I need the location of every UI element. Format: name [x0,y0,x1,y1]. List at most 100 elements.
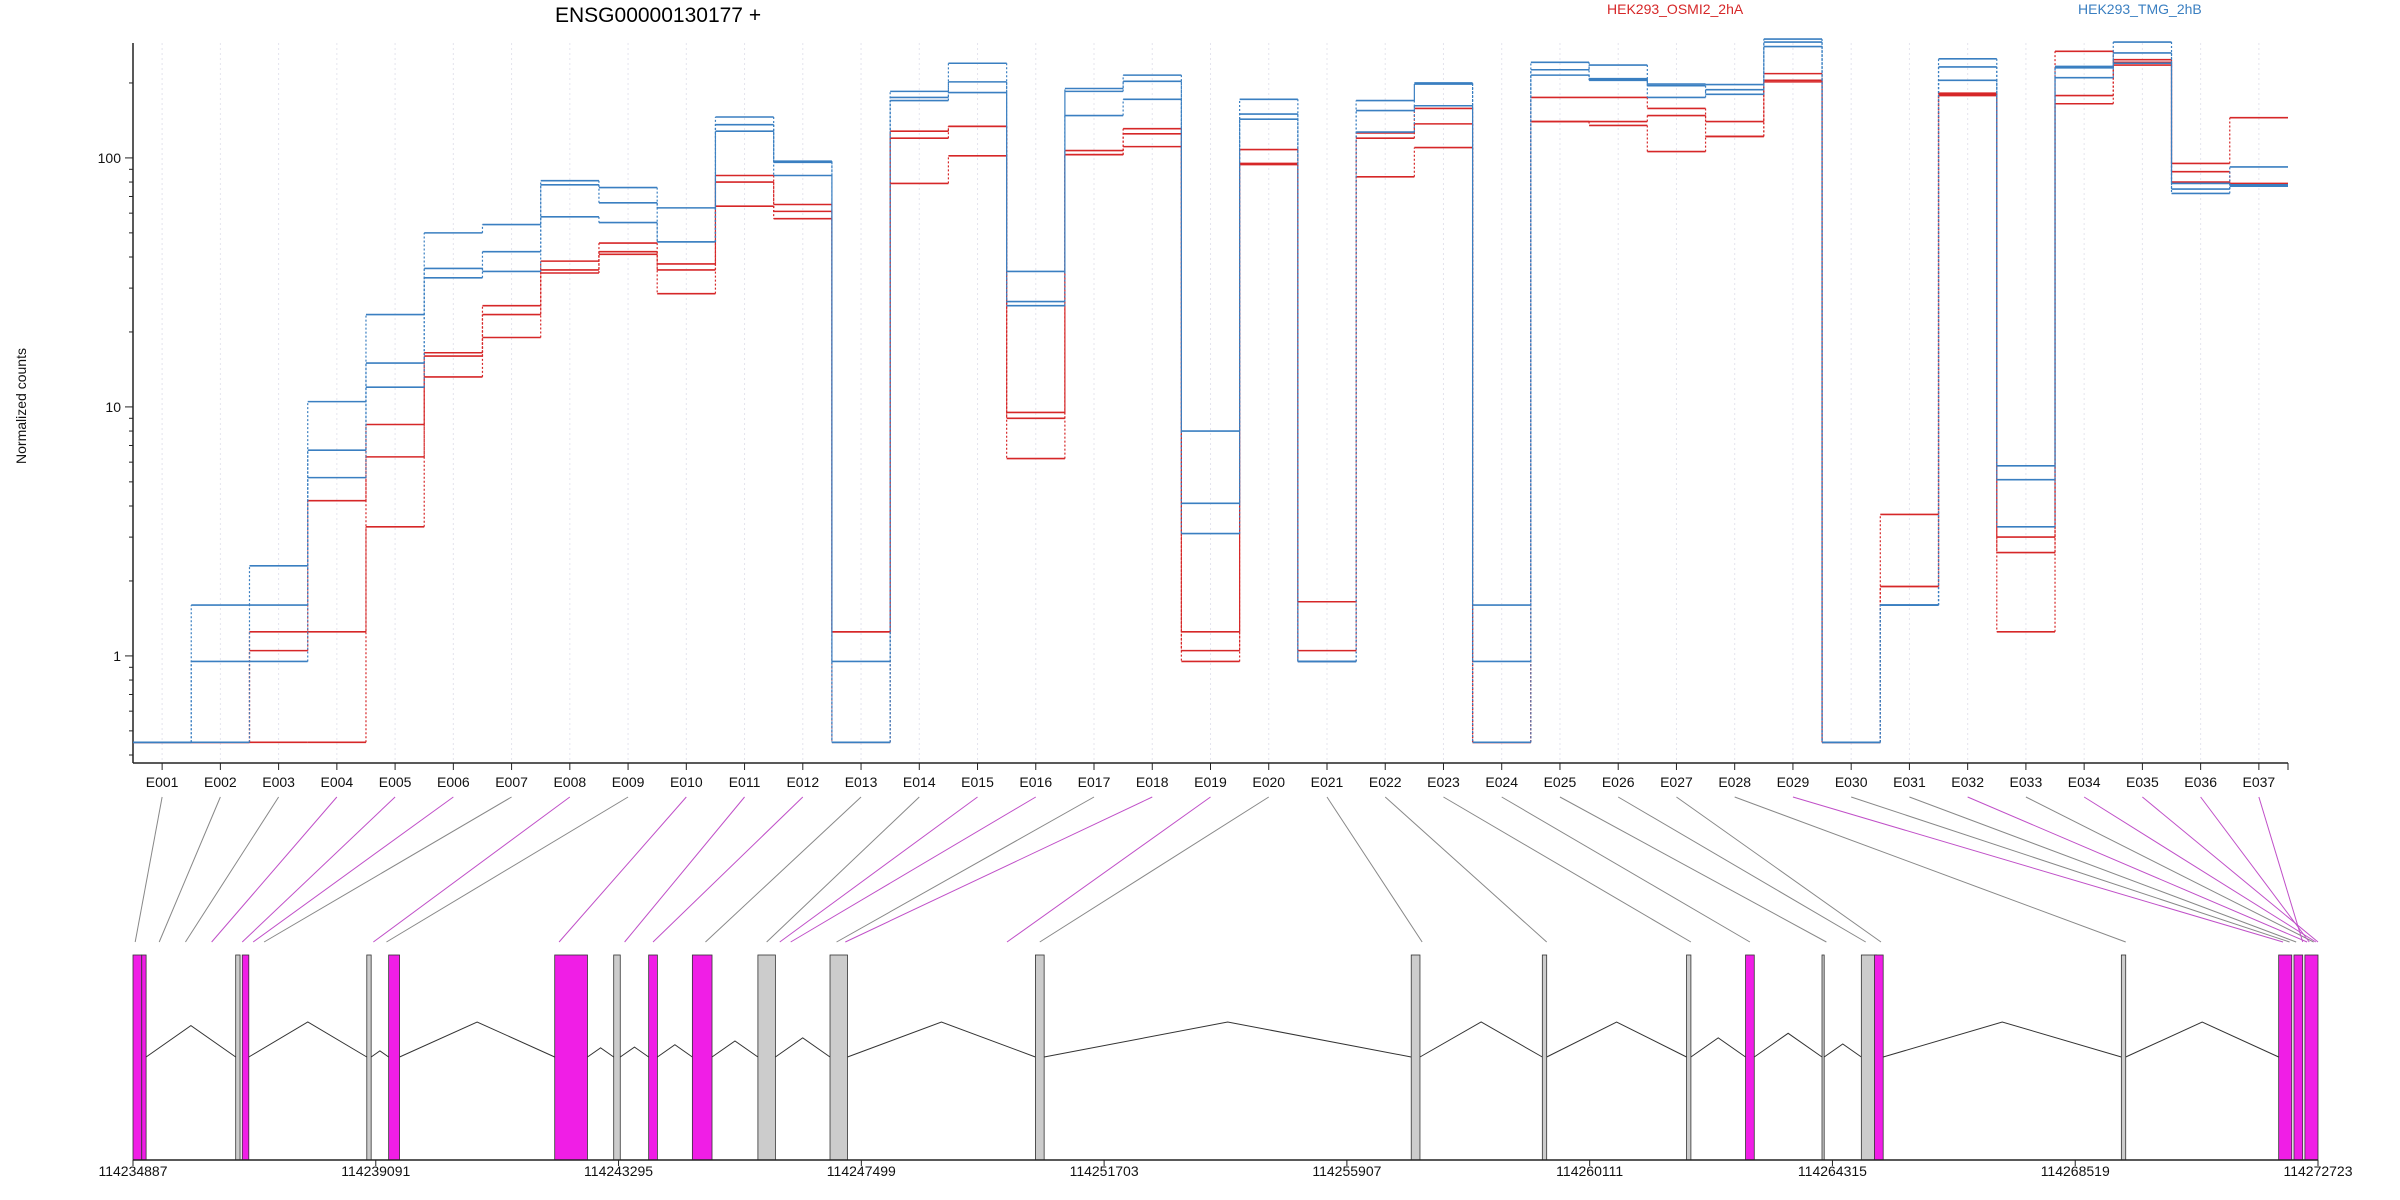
y-tick-label: 1 [113,648,121,664]
legend-item-osmi2: HEK293_OSMI2_2hA [1607,1,1744,17]
exon-connector [2083,796,2317,943]
exon-block [757,954,776,1161]
exon-connector [1734,796,2126,943]
x-tick-label-e014: E014 [903,774,936,790]
x-tick-label-e029: E029 [1777,774,1810,790]
intron-line [619,1046,649,1058]
exon-connector [1617,796,1866,943]
x-tick-label-e032: E032 [1951,774,1984,790]
x-tick-label-e020: E020 [1252,774,1285,790]
exon-connector [790,796,1037,943]
x-tick-label-e026: E026 [1602,774,1635,790]
x-tick-label-e034: E034 [2068,774,2101,790]
x-tick-label-e016: E016 [1019,774,1052,790]
x-tick-label-e036: E036 [2184,774,2217,790]
coordinate-label: 114251703 [1070,1163,1139,1179]
intron-line [1753,1032,1823,1058]
exon-connector [2200,796,2310,943]
exon-connector [158,796,221,943]
exon-block [1821,954,1825,1161]
exon-block [613,954,621,1161]
exon-connector [185,796,280,943]
exon-block-highlighted [648,954,658,1161]
exon-connector [1006,796,1211,943]
series-6 [133,41,2288,744]
x-tick-label-e002: E002 [204,774,237,790]
intron-line [1546,1021,1687,1058]
intron-line [1044,1021,1412,1058]
x-tick-label-e004: E004 [320,774,353,790]
x-tick-label-e025: E025 [1544,774,1577,790]
exon-block-highlighted [2278,954,2293,1161]
x-tick-label-e019: E019 [1194,774,1227,790]
exon-connector [1792,796,2284,943]
exon-connector [779,796,978,943]
intron-line [1419,1021,1543,1058]
x-tick-labels: E001 E002 E003 E004 E005 E006 E007 E008 E009 E010… [146,774,2276,790]
x-tick-label-e011: E011 [729,774,761,790]
exon-block [1541,954,1548,1161]
exon-block [366,954,372,1161]
x-tick-label-e012: E012 [786,774,819,790]
intron-line [145,1025,236,1058]
x-tick-label-e018: E018 [1136,774,1169,790]
x-tick-label-e001: E001 [146,774,179,790]
y-tick-label: 10 [105,399,121,415]
x-tick-label-e035: E035 [2126,774,2159,790]
intron-line [657,1044,693,1058]
exon-connector [652,796,804,943]
series-lines [133,38,2288,744]
x-tick-label-e021: E021 [1311,774,1344,790]
exon-connector [766,796,920,943]
intron-line [711,1040,759,1058]
exon-connector [373,796,571,943]
chart-title: ENSG00000130177 + [555,4,761,27]
exon-block [235,954,241,1161]
exon-block-highlighted [141,954,147,1161]
exon-block-highlighted [554,954,588,1161]
x-tick-label-e037: E037 [2243,774,2276,790]
exon-block [829,954,848,1161]
x-tick-label-e031: E031 [1893,774,1926,790]
exon-connector [252,796,454,943]
gene-model [132,954,2319,1161]
exon-connector [1326,796,1423,943]
x-tick-label-e033: E033 [2010,774,2043,790]
coordinate-label: 114243295 [584,1163,653,1179]
intron-line [399,1021,555,1058]
coordinate-label: 114239091 [341,1163,410,1179]
exon-block-highlighted [1745,954,1755,1161]
intron-line [2125,1021,2279,1058]
x-tick-label-e006: E006 [437,774,470,790]
x-tick-label-e010: E010 [670,774,703,790]
exon-connector [386,796,629,943]
y-axis-label: Normalized counts [13,348,29,464]
exon-connector [134,796,163,943]
x-tick-label-e017: E017 [1078,774,1111,790]
x-tick-label-e028: E028 [1718,774,1751,790]
coordinate-label: 114272723 [2283,1163,2352,1179]
x-tick-label-e013: E013 [845,774,878,790]
intron-line [1690,1037,1746,1058]
coordinate-label: 114260111 [1556,1163,1623,1179]
intron-line [587,1047,614,1058]
exon-connector [1967,796,2308,943]
exon-block-highlighted [241,954,250,1161]
coordinate-label: 114255907 [1312,1163,1381,1179]
x-tick-label-e007: E007 [495,774,528,790]
exon-connector [845,796,1153,943]
exon-connector [1039,796,1270,943]
exon-block-highlighted [1874,954,1884,1161]
coordinate-label: 114264315 [1798,1163,1867,1179]
exon-connector [1676,796,1882,943]
exon-connector [211,796,338,943]
exon-connector [1851,796,2290,943]
intron-line [370,1050,389,1058]
exon-block-highlighted [2304,954,2319,1161]
exon-connector [1384,796,1548,943]
exon-connector [2258,796,2304,943]
grid-lines [161,43,2260,763]
exon-connector [2025,796,2314,943]
exon-connector [624,796,745,943]
